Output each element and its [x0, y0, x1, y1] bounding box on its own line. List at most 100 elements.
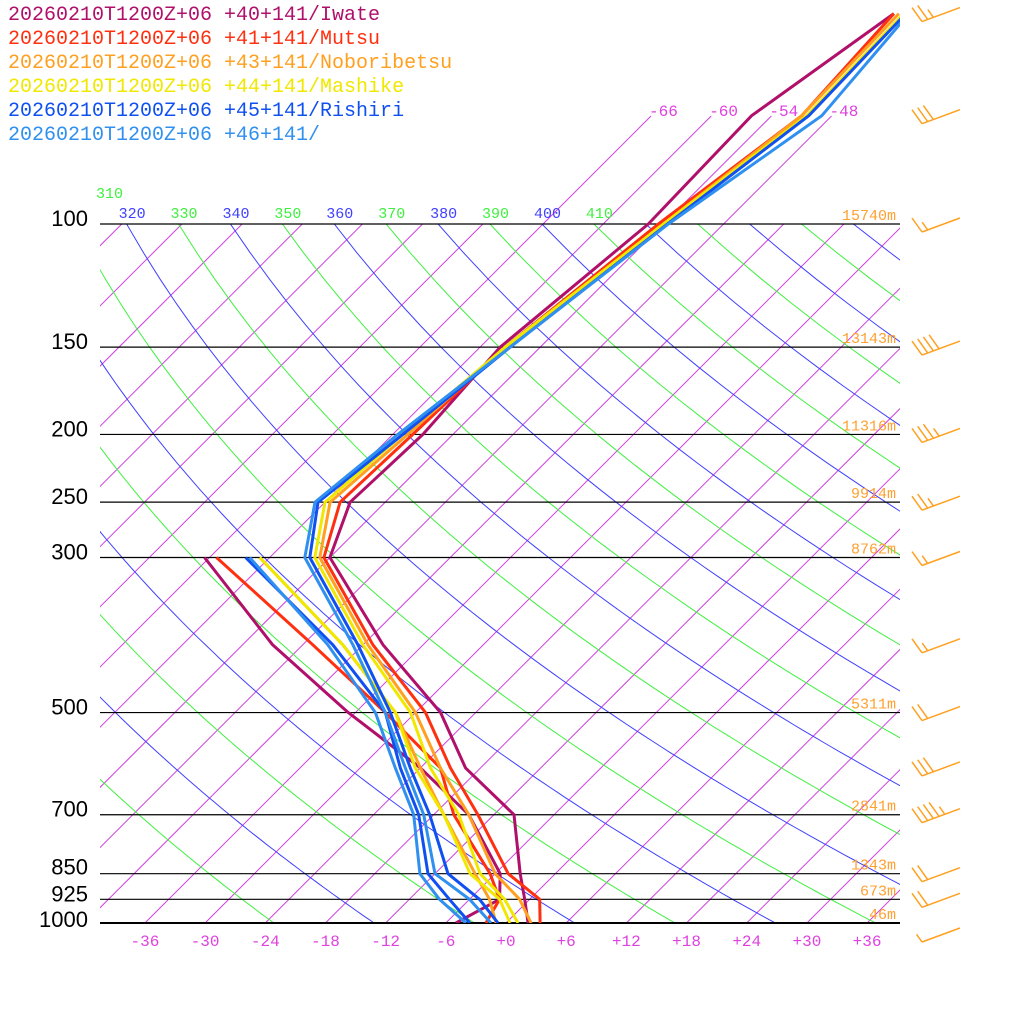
wind-barb-feather — [917, 704, 929, 719]
pressure-label: 850 — [51, 855, 88, 880]
pressure-label: 1000 — [39, 907, 88, 932]
isotherm-line — [204, 227, 900, 923]
isotherm-line — [264, 287, 900, 923]
isotherm-line — [565, 588, 900, 923]
wind-barb-feather — [917, 425, 929, 441]
isotherm-line — [325, 347, 900, 923]
dry-adiabat-line — [100, 778, 275, 923]
dry-adiabat-line — [100, 446, 677, 923]
isotherm-line — [100, 224, 303, 428]
wind-barb-shaft — [921, 866, 961, 883]
temperature-tick-label: +36 — [853, 933, 882, 951]
pressure-label: 500 — [51, 695, 88, 720]
height-label: 673m — [860, 883, 896, 900]
isotherm-line — [100, 224, 785, 909]
wind-barb — [911, 493, 961, 511]
dry-adiabat-line — [437, 224, 900, 601]
dry-adiabat-line — [385, 224, 900, 646]
dry-adiabat-line — [100, 530, 576, 923]
wind-barb-feather — [911, 761, 923, 777]
wind-barb-feather — [921, 555, 929, 564]
isotherm-line — [144, 224, 845, 923]
dewpoint-line-mutsu — [215, 556, 502, 923]
temperature-tick-label: +18 — [672, 933, 701, 951]
theta-label: 390 — [482, 206, 509, 223]
wind-barb-feather — [917, 865, 929, 880]
wind-barb-feather — [917, 493, 929, 509]
wind-barb-feather — [938, 806, 946, 815]
temperature-tick-label: +6 — [557, 933, 576, 951]
legend-item: 20260210T1200Z+06 +44+141/Mashike — [8, 76, 405, 99]
pressure-label: 925 — [51, 881, 88, 906]
isotherm-line — [385, 407, 900, 923]
wind-barb — [915, 927, 961, 943]
wind-barb-feather — [917, 759, 929, 775]
wind-barb-shaft — [921, 761, 961, 777]
wind-barb — [911, 105, 961, 125]
wind-barb-feather — [911, 427, 923, 443]
isotherm-line — [602, 115, 712, 225]
legend-item: 20260210T1200Z+06 +45+141/Rishiri — [8, 100, 405, 123]
theta-label: 410 — [586, 206, 613, 223]
wind-barb — [911, 890, 961, 909]
temperature-line-iwate — [328, 12, 895, 923]
theta-label: 330 — [171, 206, 198, 223]
isotherm-line — [100, 224, 183, 307]
wind-barb-shaft — [921, 217, 961, 233]
height-label: 13143m — [842, 331, 896, 348]
wind-barb-shaft — [921, 927, 961, 943]
isotherm-line — [866, 889, 900, 923]
profiles — [203, 12, 900, 923]
pressure-label: 300 — [51, 540, 88, 565]
wind-barb — [911, 334, 961, 356]
theta-label: 400 — [534, 206, 561, 223]
wind-barb-feather — [928, 334, 940, 350]
wind-barb-feather — [917, 107, 929, 123]
legend-item: 20260210T1200Z+06 +46+141/ — [8, 124, 321, 147]
pressure-label: 700 — [51, 797, 88, 822]
wind-barb-feather — [911, 706, 923, 722]
wind-barb-shaft — [921, 808, 961, 824]
height-label: 8762m — [851, 542, 896, 559]
legend-item: 20260210T1200Z+06 +43+141/Noboribetsu — [8, 52, 453, 75]
upper-isotherms: -66 -60 -54 -48 — [542, 103, 858, 225]
theta-label: 360 — [326, 206, 353, 223]
wind-barb-feather — [921, 642, 929, 652]
dry-adiabat-line — [229, 224, 900, 787]
theta-label: 340 — [222, 206, 249, 223]
legend-item: 20260210T1200Z+06 +40+141/Iwate — [8, 4, 381, 27]
wind-barb-feather — [922, 105, 935, 120]
isotherm-line — [100, 224, 604, 728]
wind-barb-feather — [911, 340, 923, 356]
isotherm-line — [0, 224, 1, 923]
isotherm-line — [100, 224, 484, 608]
temperature-tick-label: -12 — [371, 933, 400, 951]
isobars — [100, 223, 900, 924]
wind-barb-shaft — [921, 109, 961, 125]
wind-barb — [911, 5, 961, 23]
dry-adiabat-line — [100, 268, 877, 923]
isotherm-line — [806, 829, 900, 923]
wind-barb-feather — [932, 427, 940, 437]
wind-barb-feather — [911, 7, 923, 23]
dry-adiabat-line — [333, 224, 900, 692]
wind-barb — [911, 757, 961, 777]
wind-barb-feather — [917, 338, 929, 354]
isotherm-line — [927, 224, 1024, 923]
wind-barb-shaft — [921, 495, 961, 511]
isotherm-line — [505, 528, 900, 923]
pressure-label: 150 — [51, 329, 88, 354]
height-label: 15740m — [842, 208, 896, 225]
dry-adiabat-line — [801, 224, 900, 302]
dry-adiabat-line — [489, 224, 900, 556]
wind-barb-feather — [917, 806, 929, 822]
theta-label: 320 — [119, 206, 146, 223]
isotherm-line — [100, 224, 544, 668]
isotherm-line — [100, 224, 424, 548]
temperature-line-46141 — [303, 21, 900, 923]
height-label: 1343m — [851, 858, 896, 875]
isotherm-line — [445, 468, 900, 923]
wind-barb-feather — [921, 221, 929, 231]
wind-barb-feather — [911, 551, 923, 566]
isotherm-label: -54 — [769, 103, 798, 121]
